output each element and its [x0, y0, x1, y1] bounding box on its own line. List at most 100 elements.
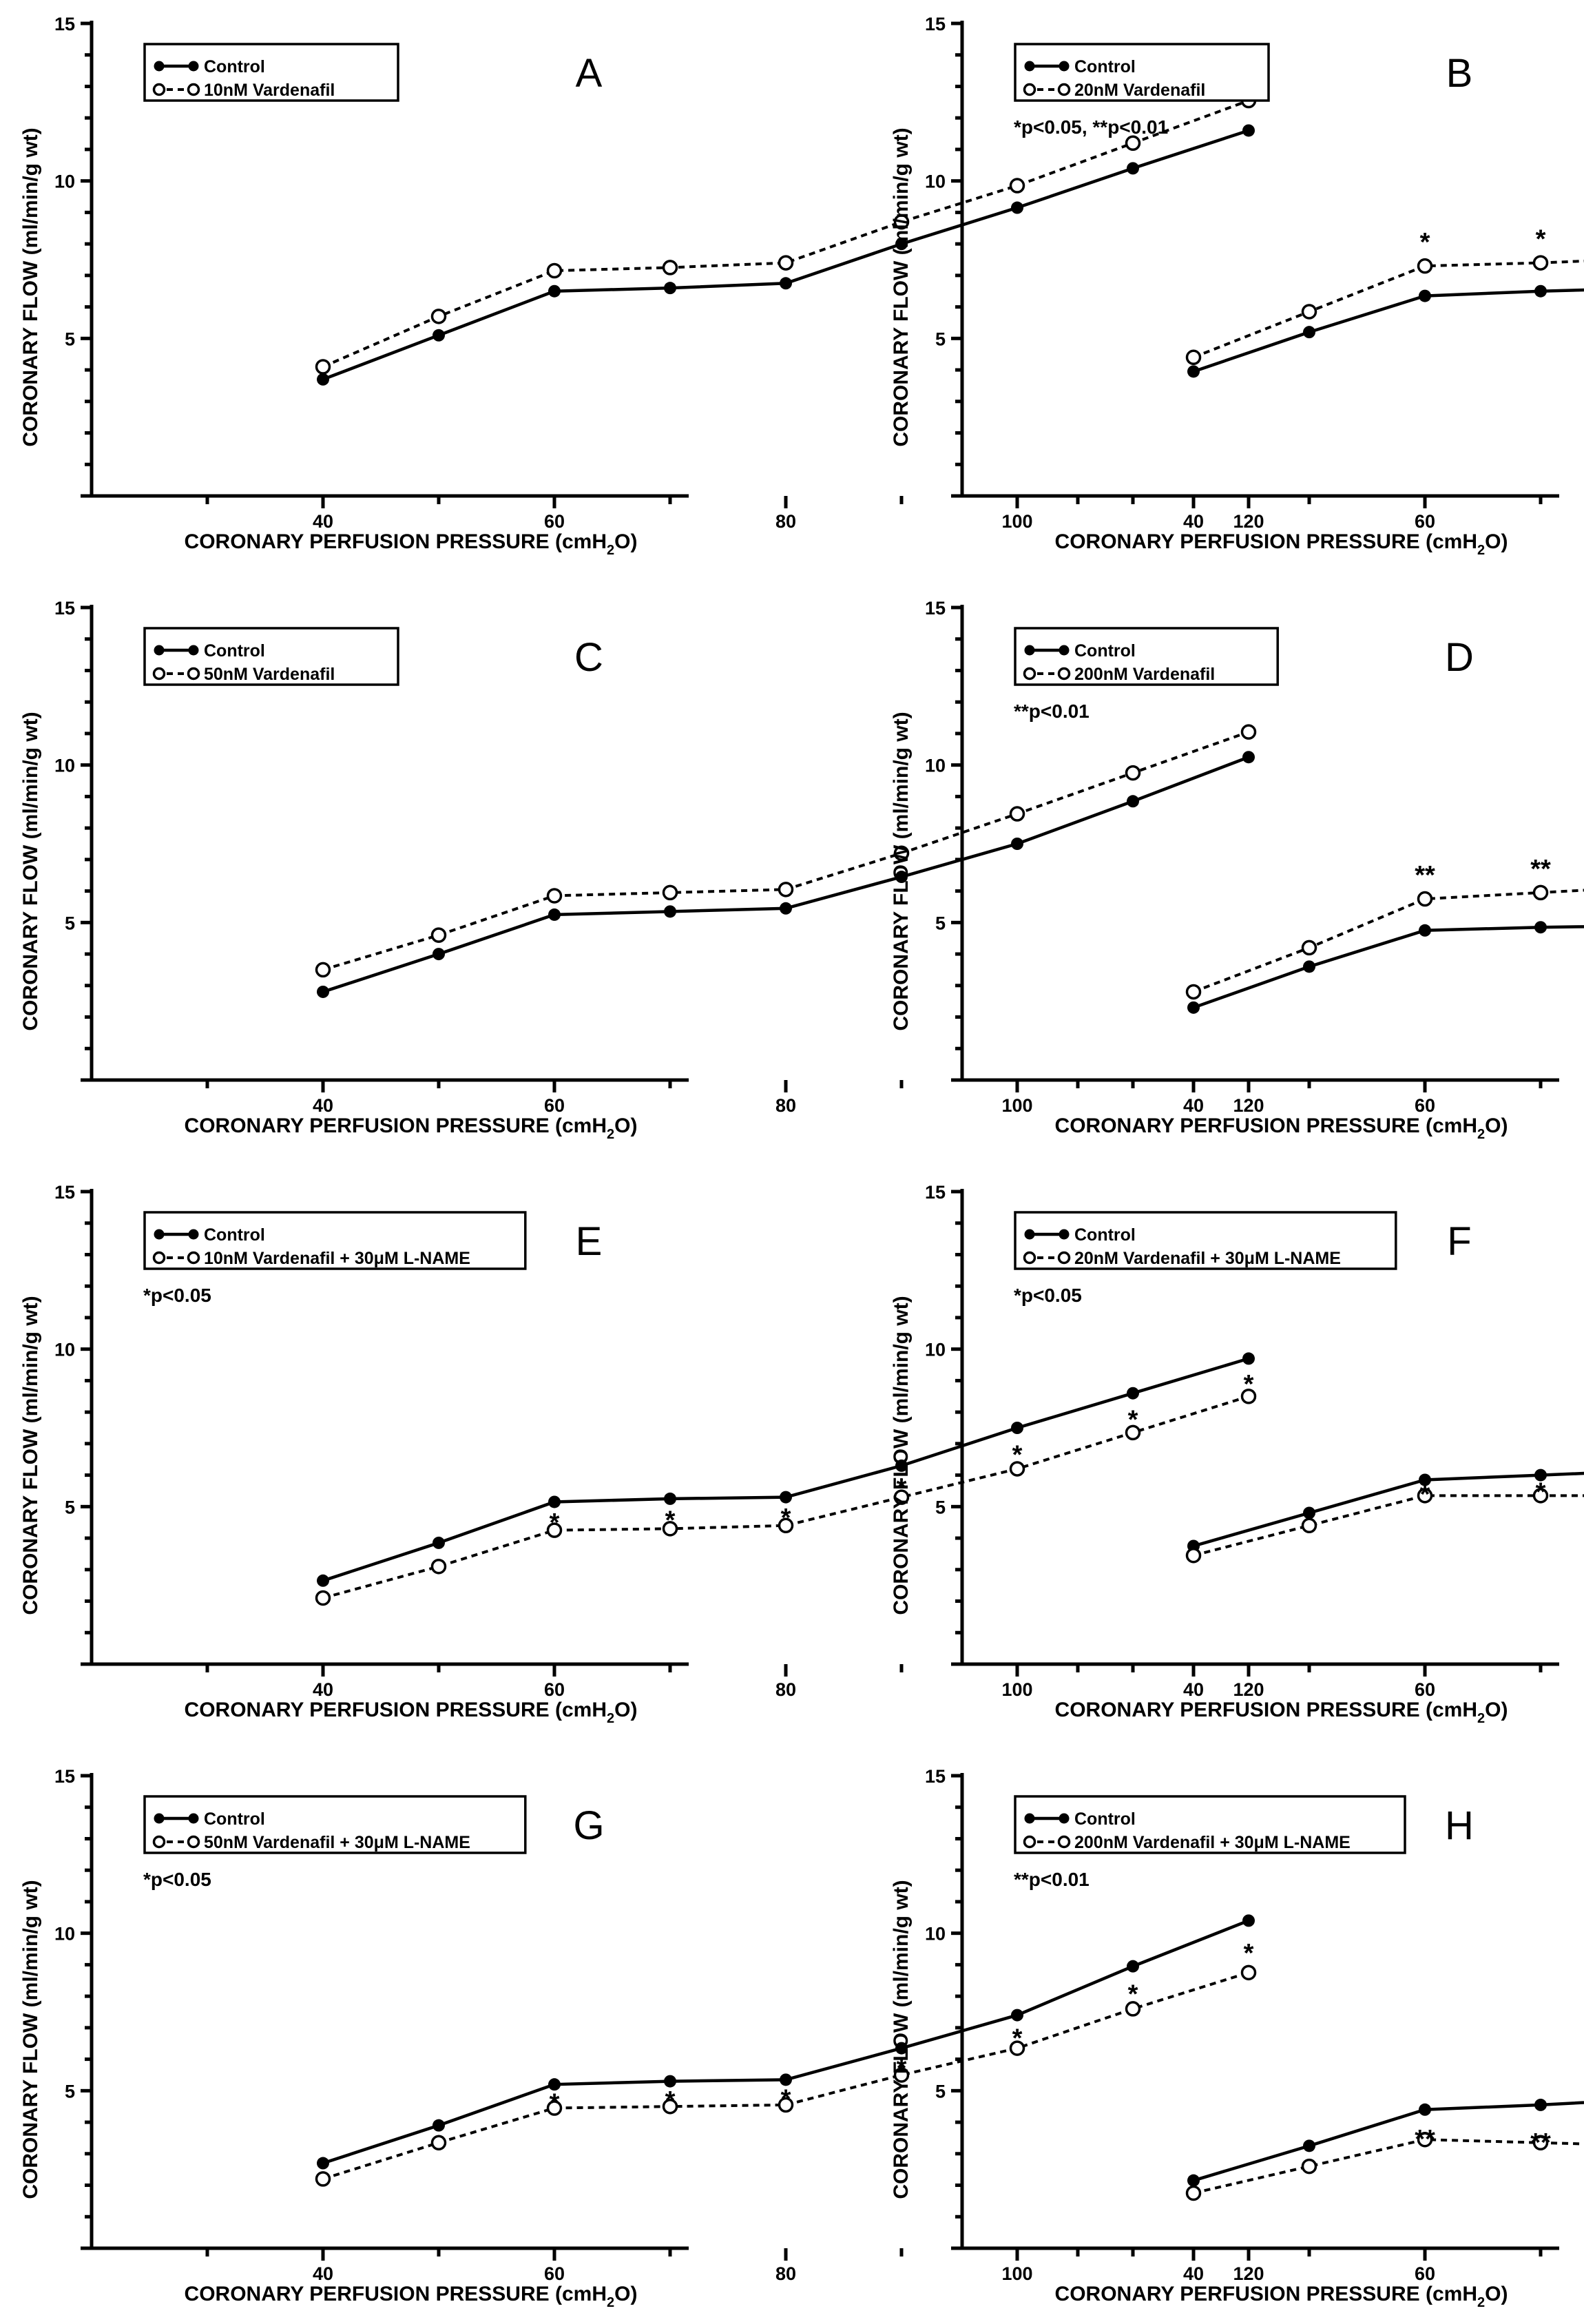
legend-entry: 10nM Vardenafil	[152, 81, 335, 100]
legend-box	[143, 43, 399, 102]
p-value-note: *p<0.05	[1014, 1285, 1082, 1306]
treatment-data-point	[1185, 2185, 1202, 2201]
significance-marker: *	[1244, 1939, 1254, 1968]
control-data-point	[1303, 1506, 1315, 1519]
legend-marker	[188, 1813, 199, 1824]
control-data-point	[895, 238, 908, 251]
treatment-data-point	[1532, 255, 1549, 271]
y-tick-label: 15	[54, 1182, 75, 1203]
y-tick-label: 5	[65, 2081, 75, 2102]
legend-box	[1014, 1795, 1406, 1854]
x-tick-label: 120	[1233, 511, 1264, 532]
legend-label: Control	[204, 57, 265, 76]
treatment-data-point	[546, 2100, 563, 2116]
x-axis-title-main: CORONARY PERFUSION PRESSURE (cmH	[1055, 530, 1477, 553]
treatment-data-point	[1125, 2001, 1141, 2017]
treatment-data-point	[1417, 2131, 1433, 2148]
legend-label: 20nM Vardenafil	[1074, 81, 1205, 100]
p-value-note: *p<0.05, **p<0.01	[1014, 116, 1168, 138]
legend-label: Control	[204, 1225, 265, 1245]
control-data-point	[1534, 284, 1547, 298]
treatment-series-line	[322, 730, 1249, 971]
control-data-point	[1187, 365, 1200, 378]
significance-marker: *	[1128, 1405, 1138, 1434]
panel-c: 5 10 15 40 60 80 100 120 CORONARY PERFUSION PRES…	[19, 598, 1264, 1142]
x-tick-label: 40	[313, 511, 333, 532]
legend-marker	[1024, 61, 1035, 72]
control-data-point	[317, 2157, 329, 2170]
legend-marker	[152, 667, 166, 681]
control-data-point	[1011, 201, 1023, 214]
treatment-data-point	[778, 1517, 794, 1534]
control-series-line	[322, 756, 1249, 994]
y-tick-label: 5	[935, 2081, 946, 2102]
legend-marker	[187, 1835, 200, 1849]
legend-label: 200nM Vardenafil	[1074, 665, 1215, 684]
legend-label: 10nM Vardenafil	[204, 81, 335, 100]
x-axis-title-subscript: 2	[607, 2295, 614, 2310]
control-data-point	[1534, 2098, 1547, 2111]
panel-letter: D	[1445, 635, 1474, 680]
x-tick-label: 120	[1233, 1095, 1264, 1116]
treatment-series-line	[322, 1395, 1249, 1599]
legend-entry: 50nM Vardenafil	[152, 665, 335, 684]
significance-marker: *	[1244, 1370, 1254, 1399]
significance-marker: *	[1128, 1980, 1138, 2009]
control-data-point	[317, 985, 329, 998]
legend-entry: 20nM Vardenafil + 30μM L-NAME	[1023, 1249, 1341, 1268]
x-axis-title-subscript: 2	[1477, 1127, 1485, 1142]
x-tick-label: 60	[544, 511, 565, 532]
x-axis-title: CORONARY PERFUSION PRESSURE (cmH2O)	[1055, 1699, 1508, 1726]
x-tick-label: 40	[313, 2263, 333, 2284]
control-series-line	[322, 1919, 1249, 2165]
control-data-point	[1011, 1422, 1023, 1434]
treatment-data-point	[1532, 2135, 1549, 2151]
legend-label: 50nM Vardenafil	[204, 665, 335, 684]
control-data-point	[1419, 289, 1431, 302]
treatment-data-point	[430, 2135, 447, 2151]
significance-marker: **	[1415, 2125, 1435, 2154]
p-value-note: **p<0.01	[1014, 1869, 1090, 1890]
significance-marker: **	[1530, 2128, 1551, 2157]
x-tick-label: 100	[1001, 2263, 1032, 2284]
y-axis-title: CORONARY FLOW (ml/min/g wt)	[890, 1296, 913, 1615]
control-data-point	[1187, 2174, 1200, 2187]
x-tick-label: 60	[1415, 511, 1435, 532]
x-axis-title-subscript: 2	[1477, 543, 1485, 558]
control-series-line	[1193, 288, 1584, 373]
control-data-point	[433, 2119, 445, 2132]
treatment-data-point	[546, 1522, 563, 1538]
treatment-series-line	[322, 99, 1249, 369]
control-data-point	[1187, 1001, 1200, 1014]
x-axis-title: CORONARY PERFUSION PRESSURE (cmH2O)	[185, 1699, 638, 1726]
control-series-line	[322, 129, 1249, 381]
x-tick-label: 60	[544, 1679, 565, 1700]
x-axis-title: CORONARY PERFUSION PRESSURE (cmH2O)	[185, 1114, 638, 1142]
x-tick-label: 60	[1415, 1679, 1435, 1700]
legend-label: Control	[1074, 1809, 1136, 1829]
legend-label: 10nM Vardenafil + 30μM L-NAME	[204, 1249, 470, 1268]
treatment-data-point	[430, 1558, 447, 1575]
significance-marker: *	[665, 2086, 676, 2115]
control-data-point	[895, 871, 908, 884]
panel-letter: A	[576, 51, 603, 96]
control-data-point	[1419, 2103, 1431, 2116]
x-axis-title: CORONARY PERFUSION PRESSURE (cmH2O)	[1055, 1114, 1508, 1142]
treatment-data-point	[1417, 1488, 1433, 1504]
x-axis-title: CORONARY PERFUSION PRESSURE (cmH2O)	[185, 2283, 638, 2310]
legend-box	[143, 627, 399, 686]
treatment-data-point	[1185, 984, 1202, 1000]
y-tick-label: 15	[54, 1766, 75, 1787]
treatment-data-point	[546, 262, 563, 279]
treatment-data-point	[778, 255, 794, 271]
significance-marker: *	[1420, 228, 1430, 257]
control-data-point	[1011, 838, 1023, 850]
x-axis-title: CORONARY PERFUSION PRESSURE (cmH2O)	[185, 530, 638, 558]
x-tick-label: 80	[775, 1095, 796, 1116]
x-axis-title-end: O)	[614, 1114, 637, 1137]
y-tick-label: 5	[65, 329, 75, 349]
legend-marker	[1023, 1251, 1036, 1265]
control-data-point	[664, 282, 676, 295]
significance-marker: *	[897, 2054, 907, 2083]
